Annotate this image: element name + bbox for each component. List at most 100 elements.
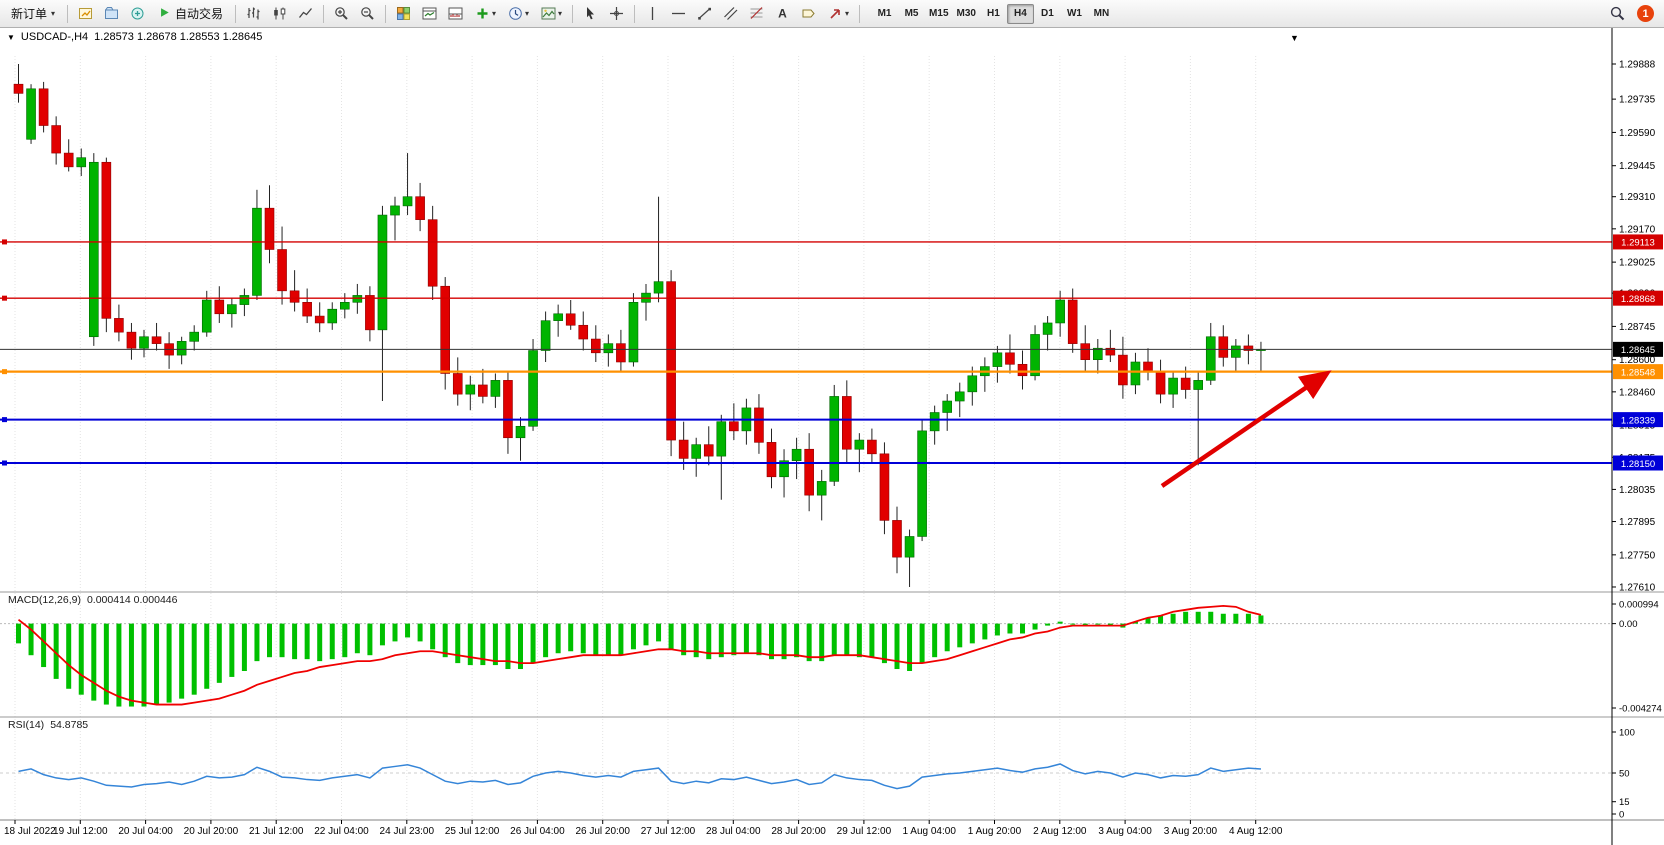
level-line-handle[interactable] xyxy=(2,239,7,245)
macd-histogram-bar xyxy=(179,623,185,699)
candle-body xyxy=(829,396,840,482)
candle-body xyxy=(528,350,538,427)
timeframe-mn[interactable]: MN xyxy=(1088,4,1115,24)
timeframe-m30[interactable]: M30 xyxy=(953,4,980,24)
timeframe-m5[interactable]: M5 xyxy=(898,4,925,24)
trendline-button[interactable] xyxy=(692,3,717,25)
candle-body xyxy=(1105,347,1116,356)
candle-body xyxy=(779,460,789,478)
macd-histogram-bar xyxy=(580,623,586,654)
fibonacci-button[interactable] xyxy=(744,3,769,25)
price-axis-label: 1.29888 xyxy=(1619,60,1656,71)
macd-histogram-bar xyxy=(442,623,448,658)
price-tag-bg xyxy=(1613,234,1663,250)
candle-body xyxy=(1130,361,1141,386)
periods-button[interactable]: ▾ xyxy=(502,3,534,25)
macd-histogram-bar xyxy=(982,623,988,640)
vertical-line-icon xyxy=(644,5,661,22)
candle-body xyxy=(26,88,36,140)
crosshair-button[interactable] xyxy=(604,3,629,25)
candle-body xyxy=(277,249,287,292)
macd-histogram-bar xyxy=(969,623,975,644)
line-chart-button[interactable] xyxy=(293,3,318,25)
chart-canvas[interactable]: 1.29888 1.29735 1.29590 1.29445 1.29310 1.291… xyxy=(0,28,1664,845)
candle-body xyxy=(402,196,413,207)
candle-body xyxy=(1093,347,1103,360)
macd-histogram-bar xyxy=(28,623,34,656)
level-line-handle[interactable] xyxy=(2,369,7,375)
candle-body xyxy=(929,412,940,432)
chevron-down-icon: ▾ xyxy=(845,8,850,18)
data-window-button[interactable] xyxy=(125,3,150,25)
search-button[interactable] xyxy=(1605,3,1630,25)
templates-button[interactable]: ▾ xyxy=(535,3,567,25)
macd-histogram-bar xyxy=(16,623,21,644)
candle-body xyxy=(1243,345,1254,351)
toolbar-separator xyxy=(385,4,387,23)
add-indicator-button[interactable]: ▾ xyxy=(469,3,501,25)
time-axis-label: 28 Jul 04:00 xyxy=(706,826,761,837)
horizontal-line-icon xyxy=(670,5,687,22)
chart-area[interactable]: 1.29888 1.29735 1.29590 1.29445 1.29310 1.291… xyxy=(0,28,1664,845)
candle-body xyxy=(452,373,463,395)
macd-histogram-bar xyxy=(1208,611,1214,624)
macd-histogram-bar xyxy=(518,623,523,670)
price-tag-bg xyxy=(1613,290,1663,306)
macd-histogram-bar xyxy=(1007,623,1013,634)
macd-histogram-bar xyxy=(1132,621,1138,624)
time-axis-label: 3 Aug 20:00 xyxy=(1164,826,1218,837)
candle-body xyxy=(189,331,199,342)
bar-chart-button[interactable] xyxy=(241,3,266,25)
candle-body xyxy=(427,219,438,287)
vertical-line-button[interactable] xyxy=(640,3,665,25)
macd-histogram-bar xyxy=(530,623,536,664)
arrows-tool-button[interactable]: ▾ xyxy=(822,3,854,25)
timeframe-h4[interactable]: H4 xyxy=(1006,3,1034,24)
indicator-list-button[interactable] xyxy=(417,3,442,25)
timeframe-h1[interactable]: H1 xyxy=(980,4,1007,24)
candle-body xyxy=(1055,299,1065,324)
profiles-button[interactable] xyxy=(99,3,124,25)
label-tool-button[interactable] xyxy=(796,3,821,25)
candle-body xyxy=(264,207,275,250)
rsi-line xyxy=(18,763,1262,790)
level-line-handle[interactable] xyxy=(2,295,7,301)
autotrading-button[interactable]: 自动交易 xyxy=(151,3,230,25)
zoom-in-button[interactable] xyxy=(329,3,354,25)
timeframe-m15[interactable]: M15 xyxy=(925,4,952,24)
timeframe-d1[interactable]: D1 xyxy=(1034,4,1061,24)
chart-marker-icon: ▼ xyxy=(1290,33,1299,43)
cursor-button[interactable] xyxy=(578,3,603,25)
macd-histogram-bar xyxy=(66,623,72,689)
notification-badge[interactable]: 1 xyxy=(1637,5,1654,22)
macd-histogram-bar xyxy=(831,623,837,656)
price-axis-label: 1.27610 xyxy=(1619,582,1656,593)
time-axis-label: 24 Jul 23:00 xyxy=(380,826,435,837)
macd-axis-label: 0.000994 xyxy=(1619,600,1659,611)
macd-histogram-bar xyxy=(819,623,825,662)
candle-body xyxy=(954,391,965,402)
level-line-handle[interactable] xyxy=(2,417,7,423)
macd-histogram-bar xyxy=(618,623,624,656)
text-tool-button[interactable]: A xyxy=(770,3,795,25)
price-tags: 1.29113 1.28868 1.28548 1.28339 1.28150 1.286… xyxy=(1613,234,1663,471)
new-order-button[interactable]: 新订单 ▾ xyxy=(4,3,62,25)
level-line-handle[interactable] xyxy=(2,460,7,466)
candle-body xyxy=(540,320,551,351)
tile-windows-button[interactable] xyxy=(391,3,416,25)
timeframe-w1[interactable]: W1 xyxy=(1061,4,1088,24)
price-tag-bg xyxy=(1613,364,1663,380)
channel-button[interactable] xyxy=(718,3,743,25)
horizontal-line-button[interactable] xyxy=(666,3,691,25)
trend-arrow[interactable] xyxy=(1160,370,1332,488)
macd-histogram-bar xyxy=(881,623,887,664)
candle-body xyxy=(126,331,137,349)
candlestick-chart-button[interactable] xyxy=(267,3,292,25)
indicator-window-button[interactable] xyxy=(443,3,468,25)
candle-body xyxy=(252,207,262,296)
zoom-out-button[interactable] xyxy=(355,3,380,25)
macd-histogram-bar xyxy=(166,623,172,703)
rsi-axis: 100 50 15 0 xyxy=(1612,728,1635,821)
new-chart-button[interactable] xyxy=(73,3,98,25)
timeframe-m1[interactable]: M1 xyxy=(871,4,898,24)
